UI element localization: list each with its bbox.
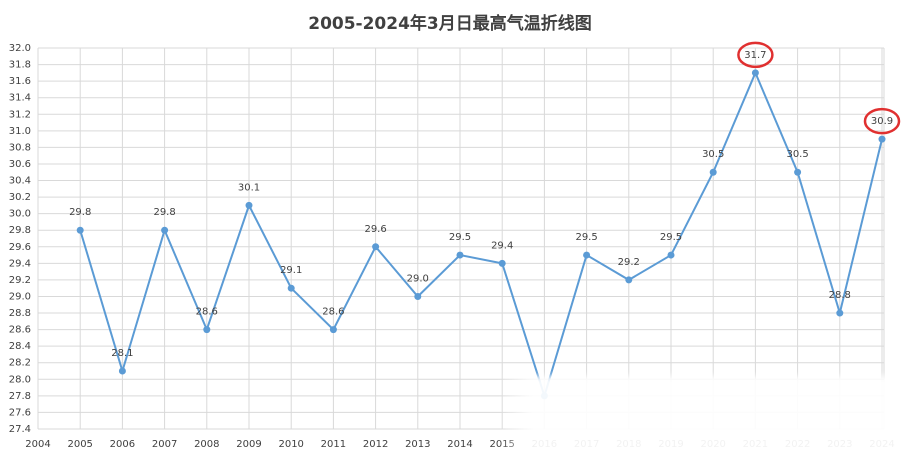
y-tick-label: 29.6 <box>9 242 31 253</box>
point <box>245 201 253 209</box>
data-label: 29.8 <box>153 207 175 218</box>
point <box>794 168 802 176</box>
x-tick-label: 2006 <box>110 439 135 450</box>
x-tick-label: 2011 <box>321 439 346 450</box>
y-tick-label: 31.8 <box>9 60 31 71</box>
data-label: 30.5 <box>786 149 808 160</box>
point <box>667 251 675 259</box>
point <box>751 69 759 77</box>
data-label: 29.2 <box>618 257 640 268</box>
x-tick-label: 2012 <box>363 439 388 450</box>
y-tick-label: 30.0 <box>9 209 31 220</box>
point <box>203 326 211 334</box>
data-label: 29.6 <box>364 224 386 235</box>
y-tick-label: 28.8 <box>9 308 31 319</box>
point <box>372 243 380 251</box>
x-tick-label: 2010 <box>278 439 303 450</box>
y-tick-label: 30.4 <box>9 176 31 187</box>
data-label: 30.9 <box>871 116 893 127</box>
obscured-region <box>500 376 904 460</box>
x-tick-label: 2005 <box>67 439 92 450</box>
point <box>118 367 126 375</box>
data-label: 29.4 <box>491 240 513 251</box>
y-tick-label: 29.2 <box>9 275 31 286</box>
x-tick-label: 2014 <box>447 439 472 450</box>
y-tick-label: 30.2 <box>9 192 31 203</box>
data-label: 28.8 <box>829 290 851 301</box>
point <box>498 259 506 267</box>
y-tick-label: 28.2 <box>9 358 31 369</box>
data-label: 29.5 <box>449 232 471 243</box>
data-label: 29.8 <box>69 207 91 218</box>
y-tick-label: 28.6 <box>9 325 31 336</box>
data-label: 30.1 <box>238 182 260 193</box>
y-tick-label: 31.2 <box>9 109 31 120</box>
y-tick-label: 28.4 <box>9 341 31 352</box>
y-tick-label: 29.8 <box>9 225 31 236</box>
data-label: 29.5 <box>575 232 597 243</box>
y-tick-label: 27.6 <box>9 407 31 418</box>
y-tick-label: 29.0 <box>9 291 31 302</box>
x-tick-label: 2013 <box>405 439 430 450</box>
data-label: 28.6 <box>196 307 218 318</box>
highlight-circle <box>737 41 774 69</box>
point <box>287 284 295 292</box>
point <box>625 276 633 284</box>
x-tick-label: 2004 <box>25 439 50 450</box>
data-label: 30.5 <box>702 149 724 160</box>
y-tick-label: 27.8 <box>9 391 31 402</box>
point <box>456 251 464 259</box>
y-tick-label: 31.0 <box>9 126 31 137</box>
highlight-circle <box>863 107 901 135</box>
point <box>329 326 337 334</box>
y-tick-label: 29.4 <box>9 258 31 269</box>
y-tick-label: 31.6 <box>9 76 31 87</box>
point <box>76 226 84 234</box>
point <box>836 309 844 317</box>
data-label: 29.5 <box>660 232 682 243</box>
point <box>878 135 886 143</box>
y-tick-label: 32.0 <box>9 43 31 54</box>
data-label: 28.1 <box>111 348 133 359</box>
data-label: 29.0 <box>407 273 429 284</box>
point <box>709 168 717 176</box>
y-tick-label: 27.4 <box>9 424 31 435</box>
point <box>583 251 591 259</box>
line <box>79 70 883 400</box>
x-tick-label: 2008 <box>194 439 219 450</box>
data-label: 28.6 <box>322 307 344 318</box>
x-tick-label: 2007 <box>152 439 177 450</box>
data-label: 31.7 <box>744 50 766 61</box>
point <box>161 226 169 234</box>
y-tick-label: 28.0 <box>9 374 31 385</box>
y-tick-label: 31.4 <box>9 93 31 104</box>
data-label: 29.1 <box>280 265 302 276</box>
chart-title: 2005-2024年3月日最高气温折线图 <box>308 13 592 34</box>
y-tick-label: 30.8 <box>9 142 31 153</box>
x-tick-label: 2009 <box>236 439 261 450</box>
y-tick-label: 30.6 <box>9 159 31 170</box>
point <box>414 292 422 300</box>
